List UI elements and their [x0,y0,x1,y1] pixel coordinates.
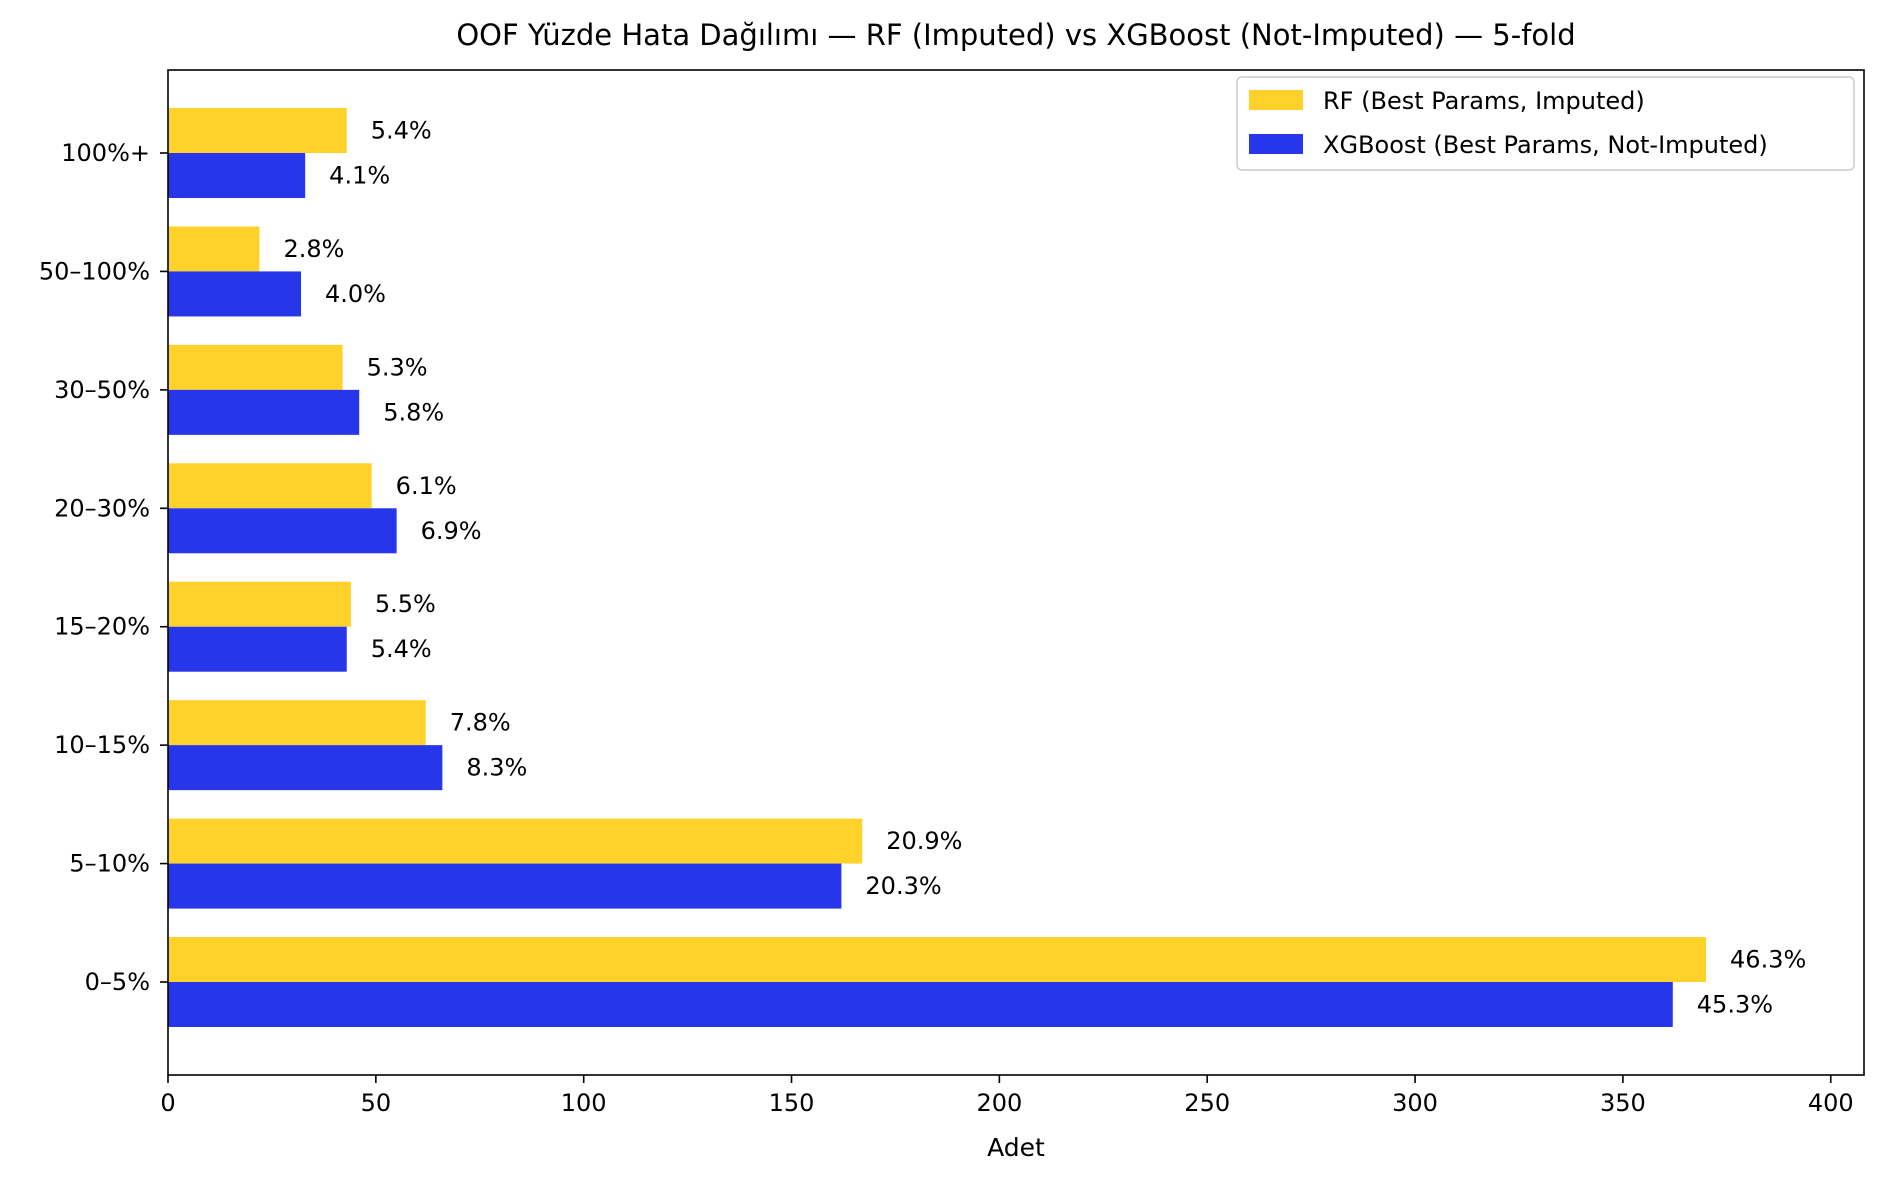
data-label-rf-1: 20.9% [886,827,962,855]
data-label-rf-3: 5.5% [375,590,436,618]
data-label-xgboost-1: 20.3% [865,872,941,900]
bar-xgboost-3 [168,626,347,672]
y-tick-label-6: 50–100% [39,257,150,285]
data-label-xgboost-3: 5.4% [371,635,432,663]
data-label-xgboost-5: 5.8% [383,398,444,426]
data-label-xgboost-0: 45.3% [1697,991,1773,1019]
y-tick-label-3: 15–20% [54,613,150,641]
legend-swatch-rf [1249,90,1303,110]
data-label-xgboost-2: 8.3% [466,754,527,782]
bar-xgboost-6 [168,271,302,317]
x-tick-label-8: 400 [1808,1089,1854,1117]
data-label-rf-7: 5.4% [371,117,432,145]
y-tick-label-0: 0–5% [85,968,150,996]
bar-rf-3 [168,581,351,627]
legend-label-xgboost: XGBoost (Best Params, Not-Imputed) [1323,131,1768,159]
x-axis-label: Adet [987,1133,1045,1162]
x-tick-label-0: 0 [160,1089,175,1117]
x-tick-label-2: 100 [561,1089,607,1117]
data-label-rf-2: 7.8% [450,709,511,737]
bar-xgboost-2 [168,745,443,791]
bar-rf-7 [168,108,347,153]
y-tick-label-5: 30–50% [54,376,150,404]
y-tick-label-1: 5–10% [69,850,150,878]
legend-box [1236,76,1855,171]
x-tick-label-7: 350 [1600,1089,1646,1117]
bar-xgboost-1 [168,863,842,909]
legend-label-rf: RF (Best Params, Imputed) [1323,87,1645,115]
bar-rf-6 [168,226,260,272]
bar-xgboost-4 [168,508,397,554]
chart-title: OOF Yüzde Hata Dağılımı — RF (Imputed) v… [456,18,1575,52]
legend: RF (Best Params, Imputed) XGBoost (Best P… [1236,76,1855,171]
x-tick-label-3: 150 [769,1089,815,1117]
y-tick-label-2: 10–15% [54,731,150,759]
legend-swatch-xgboost [1249,134,1303,154]
x-tick-label-1: 50 [361,1089,392,1117]
bar-xgboost-7 [168,153,306,198]
data-label-xgboost-7: 4.1% [329,162,390,190]
plot-frame [167,69,1865,1076]
data-label-rf-6: 2.8% [283,235,344,263]
data-label-xgboost-4: 6.9% [421,517,482,545]
data-label-xgboost-6: 4.0% [325,280,386,308]
bar-xgboost-5 [168,389,360,435]
bar-rf-0 [168,937,1707,982]
data-label-rf-4: 6.1% [396,472,457,500]
x-tick-label-4: 200 [976,1089,1022,1117]
bar-rf-5 [168,344,343,390]
bar-rf-4 [168,463,372,509]
bar-rf-2 [168,700,426,746]
bars-layer [168,108,1707,1027]
y-tick-label-4: 20–30% [54,494,150,522]
axes-layer: 0 50 100 150 200 250 300 350 400 0–5% 5–10% 10–15% 1… [39,69,1865,1117]
x-tick-label-5: 250 [1184,1089,1230,1117]
data-labels-layer: 46.3% 20.9% 7.8% 5.5% 6.1% 5.3% 2.8% 5.4% 45.3% 2… [283,117,1806,1019]
x-tick-label-6: 300 [1392,1089,1438,1117]
data-label-rf-5: 5.3% [367,353,428,381]
bar-xgboost-0 [168,982,1673,1027]
data-label-rf-0: 46.3% [1730,946,1806,974]
bar-rf-1 [168,818,863,864]
y-tick-label-7: 100%+ [61,139,150,167]
